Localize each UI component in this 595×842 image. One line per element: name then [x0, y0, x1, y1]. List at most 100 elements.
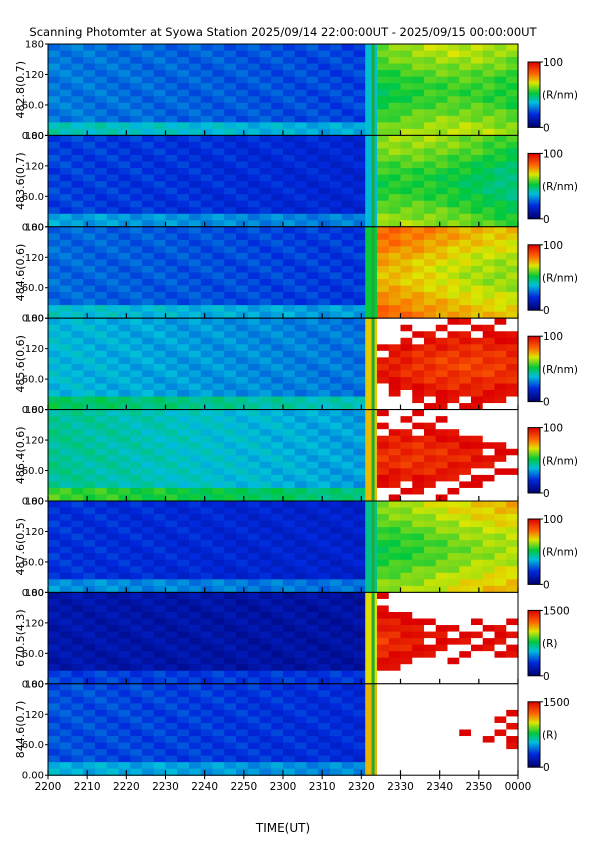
- heatmap-cell: [341, 709, 355, 718]
- heatmap-cell: [424, 722, 437, 731]
- heatmap-cell: [271, 481, 284, 489]
- heatmap-cell: [306, 448, 319, 456]
- heatmap-cell: [435, 736, 449, 744]
- heatmap-cell: [165, 605, 178, 613]
- heatmap-cell: [142, 664, 155, 672]
- heatmap-cell: [153, 383, 167, 391]
- heatmap-cell: [482, 44, 496, 52]
- heatmap-cell: [506, 89, 519, 97]
- heatmap-cell: [106, 194, 120, 202]
- heatmap-cell: [200, 690, 214, 698]
- heatmap-cell: [236, 233, 249, 241]
- heatmap-cell: [212, 213, 225, 221]
- heatmap-cell: [177, 226, 190, 234]
- heatmap-cell: [306, 553, 319, 561]
- heatmap-cell: [200, 311, 214, 319]
- heatmap-cell: [341, 664, 355, 672]
- heatmap-cell: [400, 324, 413, 332]
- heatmap-cell: [189, 722, 202, 731]
- heatmap-cell: [388, 664, 402, 672]
- heatmap-cell: [506, 311, 519, 319]
- heatmap-cell: [330, 96, 343, 104]
- heatmap-cell: [330, 161, 343, 169]
- heatmap-cell: [388, 611, 402, 620]
- heatmap-cell: [177, 239, 190, 247]
- heatmap-cell: [506, 50, 519, 58]
- heatmap-cell: [106, 592, 120, 600]
- heatmap-cell: [95, 148, 108, 156]
- heatmap-cell: [71, 292, 84, 300]
- heatmap-cell: [294, 696, 308, 704]
- heatmap-cell: [377, 487, 390, 496]
- heatmap-cell: [306, 337, 319, 345]
- heatmap-cell: [106, 135, 120, 143]
- heatmap-cell: [506, 154, 519, 163]
- heatmap-cell: [341, 265, 355, 274]
- heatmap-cell: [212, 559, 225, 567]
- heatmap-cell: [224, 141, 237, 150]
- heatmap-cell: [294, 409, 308, 417]
- heatmap-cell: [294, 279, 308, 287]
- heatmap-cell: [83, 755, 96, 763]
- heatmap-cell: [71, 259, 84, 267]
- heatmap-cell: [236, 298, 249, 306]
- heatmap-cell: [71, 559, 84, 567]
- heatmap-cell: [283, 83, 296, 91]
- heatmap-cell: [283, 722, 296, 731]
- heatmap-cell: [377, 540, 390, 548]
- heatmap-cell: [459, 96, 472, 104]
- heatmap-cell: [318, 403, 331, 411]
- heatmap-cell: [283, 109, 296, 117]
- heatmap-cell: [212, 651, 225, 659]
- heatmap-cell: [330, 559, 343, 567]
- heatmap-cell: [377, 416, 390, 424]
- heatmap-cell: [341, 546, 355, 554]
- heatmap-cell: [59, 716, 73, 724]
- heatmap-cell: [471, 709, 484, 718]
- heatmap-cell: [153, 579, 167, 587]
- heatmap-cell: [341, 396, 355, 404]
- heatmap-cell: [224, 344, 237, 352]
- heatmap-cell: [247, 383, 261, 391]
- heatmap-cell: [247, 507, 261, 515]
- heatmap-cell: [412, 383, 425, 391]
- heatmap-cell: [412, 363, 425, 372]
- heatmap-cell: [447, 611, 460, 620]
- heatmap-cell: [412, 527, 425, 535]
- heatmap-cell: [388, 657, 402, 665]
- heatmap-cell: [130, 409, 143, 417]
- heatmap-cell: [142, 703, 155, 711]
- heatmap-cell: [189, 318, 202, 326]
- heatmap-cell: [283, 422, 296, 430]
- heatmap-cell: [482, 370, 496, 378]
- heatmap-cell: [330, 324, 343, 332]
- heatmap-cell: [106, 213, 120, 221]
- heatmap-cell: [212, 246, 225, 254]
- heatmap-cell: [377, 657, 390, 665]
- heatmap-cell: [341, 416, 355, 424]
- heatmap-cell: [353, 265, 366, 274]
- heatmap-cell: [118, 220, 131, 228]
- heatmap-cell: [400, 527, 413, 535]
- heatmap-cell: [200, 664, 214, 672]
- heatmap-cell: [59, 566, 73, 574]
- heatmap-cell: [400, 383, 413, 391]
- heatmap-cell: [95, 722, 108, 731]
- heatmap-cell: [200, 141, 214, 150]
- heatmap-cell: [118, 429, 131, 437]
- heatmap-cell: [142, 252, 155, 261]
- heatmap-cell: [341, 168, 355, 176]
- heatmap-cell: [106, 448, 120, 456]
- heatmap-cell: [189, 507, 202, 515]
- heatmap-cell: [400, 187, 413, 195]
- heatmap-cell: [259, 396, 272, 404]
- heatmap-cell: [153, 292, 167, 300]
- heatmap-cell: [177, 729, 190, 737]
- heatmap-cell: [236, 507, 249, 515]
- heatmap-cell: [259, 442, 272, 450]
- heatmap-cell: [365, 461, 378, 469]
- heatmap-cell: [424, 409, 437, 417]
- heatmap-cell: [71, 279, 84, 287]
- heatmap-cell: [330, 115, 343, 123]
- heatmap-cell: [447, 174, 460, 182]
